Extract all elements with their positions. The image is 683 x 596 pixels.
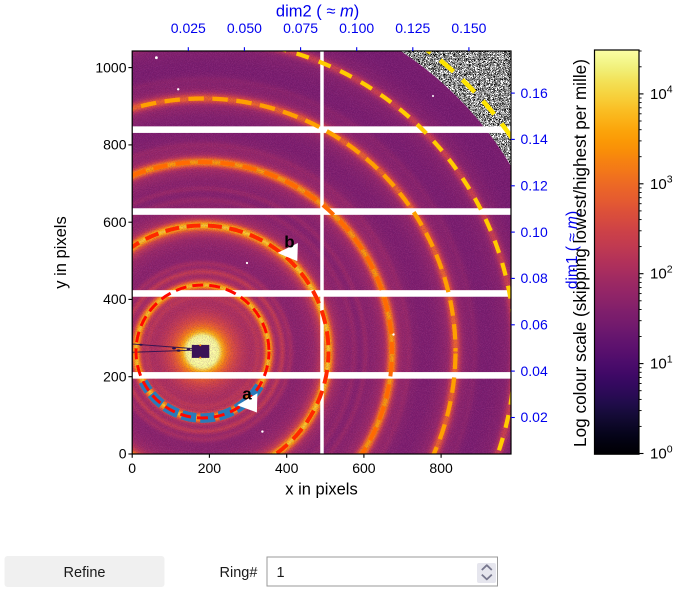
- svg-text:800: 800: [103, 137, 127, 153]
- svg-text:b: b: [284, 233, 294, 252]
- svg-text:200: 200: [198, 460, 222, 476]
- svg-text:0.100: 0.100: [339, 20, 374, 36]
- svg-text:0.050: 0.050: [227, 20, 262, 36]
- svg-text:0.025: 0.025: [171, 20, 206, 36]
- svg-text:0.150: 0.150: [451, 20, 486, 36]
- svg-text:0.075: 0.075: [283, 20, 318, 36]
- svg-text:0.16: 0.16: [521, 85, 548, 101]
- svg-text:0: 0: [119, 446, 127, 462]
- svg-text:0.12: 0.12: [521, 177, 548, 193]
- svg-text:Log colour scale (skipping low: Log colour scale (skipping lowest/highes…: [570, 59, 590, 447]
- svg-text:200: 200: [103, 368, 127, 384]
- svg-text:0.06: 0.06: [521, 317, 548, 333]
- svg-text:Ring#: Ring#: [220, 565, 258, 581]
- svg-text:103: 103: [650, 174, 673, 193]
- svg-text:dim2 ( ≈ m): dim2 ( ≈ m): [276, 3, 359, 21]
- svg-text:0.125: 0.125: [395, 20, 430, 36]
- svg-text:100: 100: [650, 443, 673, 462]
- svg-text:0.10: 0.10: [521, 224, 548, 240]
- svg-text:400: 400: [275, 460, 299, 476]
- svg-text:104: 104: [650, 84, 673, 103]
- svg-text:1000: 1000: [95, 59, 126, 75]
- svg-text:0.14: 0.14: [521, 131, 548, 147]
- svg-text:0.08: 0.08: [521, 270, 548, 286]
- svg-text:101: 101: [650, 353, 673, 372]
- svg-text:0.02: 0.02: [521, 409, 548, 425]
- svg-text:0.04: 0.04: [521, 363, 548, 379]
- svg-text:0: 0: [128, 460, 136, 476]
- svg-text:y in pixels: y in pixels: [52, 216, 70, 288]
- svg-text:600: 600: [352, 460, 376, 476]
- svg-text:800: 800: [429, 460, 453, 476]
- svg-text:1: 1: [277, 565, 285, 581]
- svg-text:400: 400: [103, 291, 127, 307]
- svg-text:102: 102: [650, 264, 673, 283]
- svg-text:600: 600: [103, 214, 127, 230]
- svg-text:dim1 ( ≈ m): dim1 ( ≈ m): [564, 211, 581, 289]
- svg-text:x in pixels: x in pixels: [285, 481, 357, 499]
- svg-text:a: a: [242, 385, 252, 404]
- svg-text:Refine: Refine: [64, 565, 106, 581]
